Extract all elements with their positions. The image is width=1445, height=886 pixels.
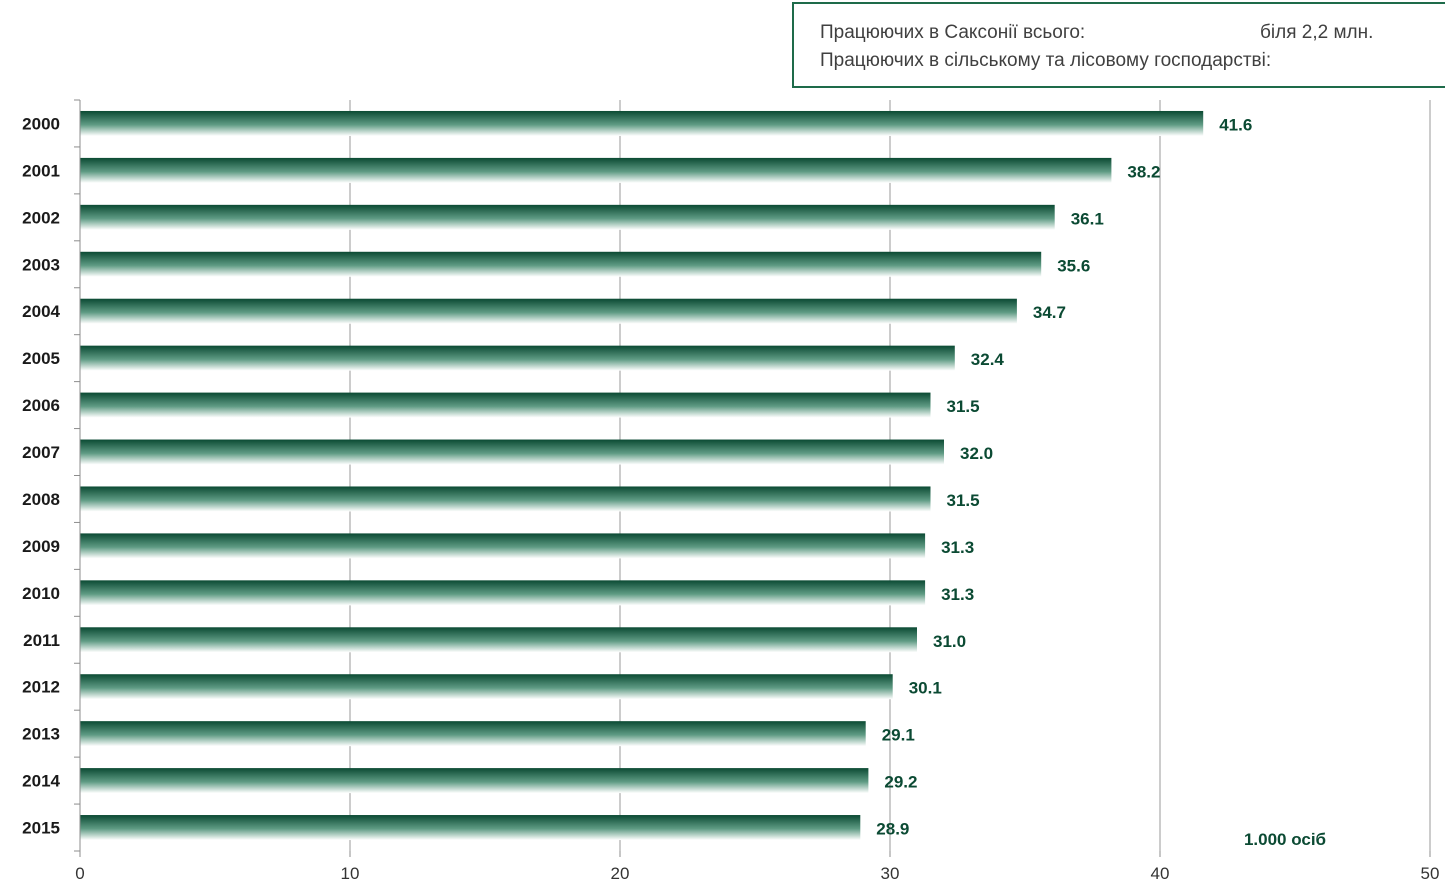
- data-label-2010: 31.3: [941, 585, 974, 604]
- total-workers-label: Працюючих в Саксонії всього:: [820, 22, 1086, 43]
- data-label-2009: 31.3: [941, 538, 974, 557]
- bar-2011: [80, 627, 917, 653]
- x-tick-label-0: 0: [75, 864, 84, 883]
- x-tick-label-10: 10: [341, 864, 360, 883]
- y-tick-label-2004: 2004: [22, 302, 60, 321]
- y-tick-label-2003: 2003: [22, 255, 60, 274]
- x-tick-label-30: 30: [881, 864, 900, 883]
- y-tick-label-2013: 2013: [22, 725, 60, 744]
- y-tick-label-2011: 2011: [23, 631, 60, 650]
- y-tick-label-2009: 2009: [22, 537, 60, 556]
- x-tick-label-20: 20: [611, 864, 630, 883]
- data-label-2012: 30.1: [909, 679, 942, 698]
- bar-2004: [80, 298, 1017, 324]
- data-label-2006: 31.5: [947, 397, 980, 416]
- data-label-2003: 35.6: [1057, 256, 1090, 275]
- bar-2009: [80, 533, 926, 559]
- bar-2013: [80, 721, 866, 747]
- data-label-2011: 31.0: [933, 632, 966, 651]
- bar-2014: [80, 768, 869, 794]
- bar-2001: [80, 157, 1112, 183]
- total-workers-value: біля 2,2 млн.: [1260, 22, 1374, 43]
- data-label-2008: 31.5: [947, 491, 980, 510]
- bar-2010: [80, 580, 926, 606]
- y-tick-label-2008: 2008: [22, 490, 60, 509]
- data-label-2013: 29.1: [882, 726, 915, 745]
- data-label-2014: 29.2: [884, 773, 917, 792]
- data-label-2007: 32.0: [960, 444, 993, 463]
- bar-2008: [80, 486, 931, 512]
- y-tick-label-2000: 2000: [22, 114, 60, 133]
- data-label-2000: 41.6: [1219, 115, 1252, 134]
- bar-2000: [80, 110, 1204, 136]
- data-label-2004: 34.7: [1033, 303, 1066, 322]
- bar-2006: [80, 392, 931, 418]
- info-box: Працюючих в Саксонії всього: біля 2,2 мл…: [792, 2, 1445, 88]
- y-tick-label-2005: 2005: [22, 349, 60, 368]
- y-tick-label-2007: 2007: [22, 443, 60, 462]
- y-tick-label-2006: 2006: [22, 396, 60, 415]
- y-tick-label-2010: 2010: [22, 584, 60, 603]
- y-tick-label-2002: 2002: [22, 208, 60, 227]
- bar-2012: [80, 674, 893, 700]
- y-tick-label-2012: 2012: [22, 678, 60, 697]
- unit-label: 1.000 осіб: [1244, 830, 1326, 849]
- x-tick-label-40: 40: [1151, 864, 1170, 883]
- bar-2002: [80, 204, 1055, 230]
- bar-2007: [80, 439, 944, 465]
- y-tick-label-2014: 2014: [22, 772, 60, 791]
- data-label-2015: 28.9: [876, 820, 909, 839]
- x-tick-label-50: 50: [1421, 864, 1440, 883]
- data-label-2002: 36.1: [1071, 209, 1104, 228]
- bar-2003: [80, 251, 1042, 277]
- agri-forestry-workers-label: Працюючих в сільському та лісовому госпо…: [820, 50, 1272, 71]
- y-tick-label-2015: 2015: [22, 819, 60, 838]
- bar-2005: [80, 345, 955, 371]
- bar-2015: [80, 815, 861, 841]
- data-label-2001: 38.2: [1127, 162, 1160, 181]
- data-label-2005: 32.4: [971, 350, 1005, 369]
- y-tick-label-2001: 2001: [22, 161, 60, 180]
